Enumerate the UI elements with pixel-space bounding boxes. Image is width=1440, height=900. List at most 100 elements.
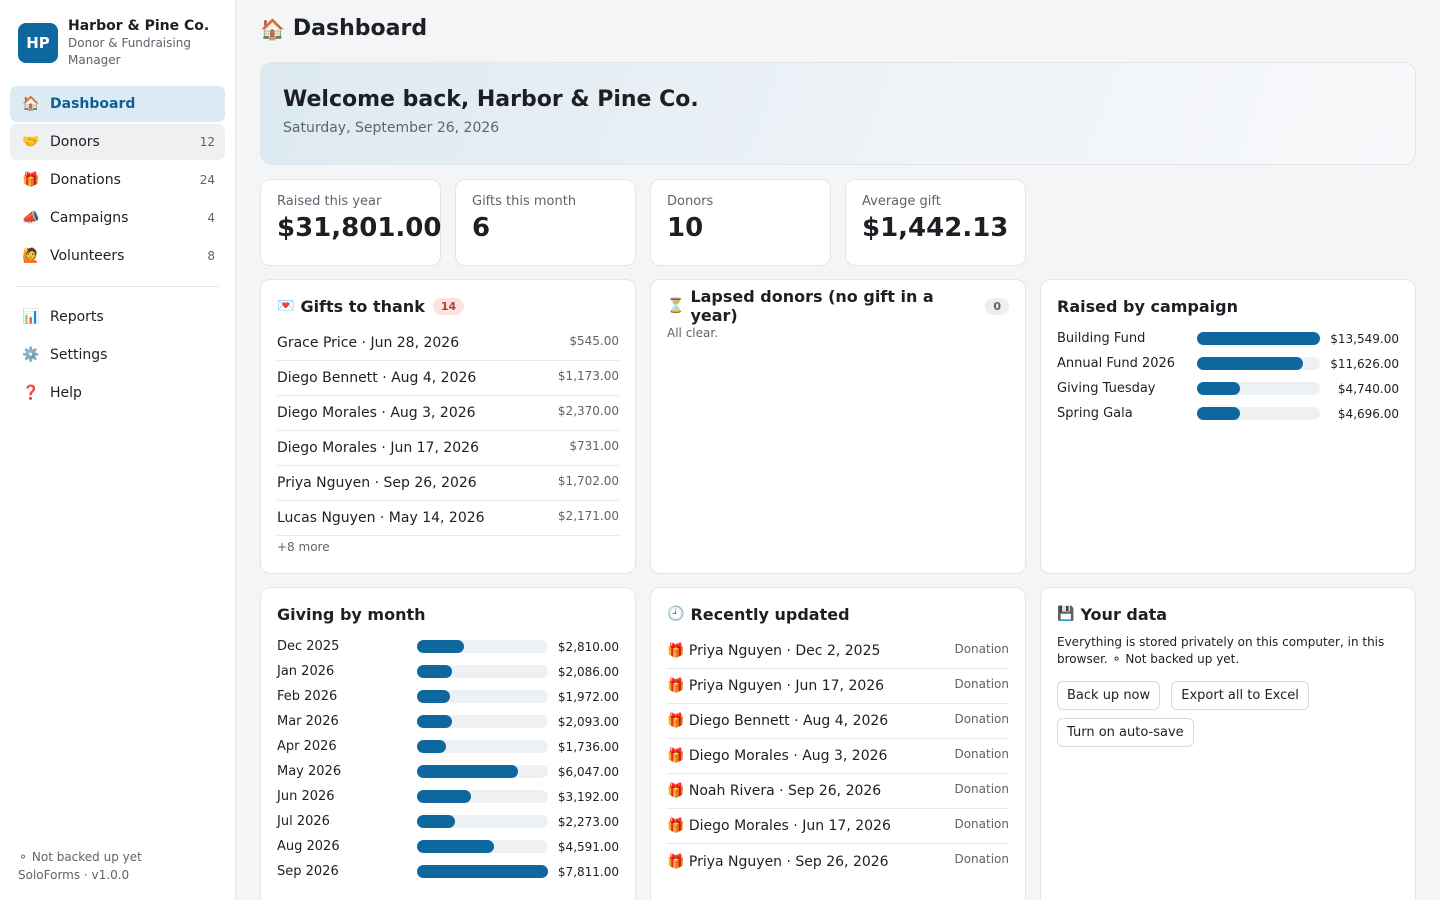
- record-label: Diego Morales · Aug 3, 2026: [688, 748, 888, 764]
- bar-fill: [417, 690, 450, 703]
- stat-label: Donors: [667, 194, 714, 209]
- autosave-button[interactable]: Turn on auto-save: [1057, 718, 1194, 747]
- stat-gifts-this-month: Gifts this month 6: [455, 179, 636, 266]
- card-title-text: Giving by month: [277, 604, 426, 624]
- bar-label: Annual Fund 2026: [1057, 356, 1176, 371]
- gift-amount: $731.00: [569, 439, 619, 453]
- card-title-text: Gifts to thank: [300, 296, 425, 316]
- list-item[interactable]: Diego Bennett · Aug 4, 2026 $1,173.00: [277, 361, 619, 396]
- gift-amount: $2,171.00: [557, 509, 619, 523]
- page-title-text: Dashboard: [292, 16, 428, 41]
- bar-track: [1197, 382, 1320, 395]
- record-label: Diego Bennett · Aug 4, 2026: [688, 713, 889, 729]
- sidebar-item-help[interactable]: ❓ Help: [10, 375, 225, 411]
- floppy-disk-icon: 💾: [1057, 606, 1075, 622]
- bar-fill: [417, 715, 452, 728]
- sidebar-item-label: Donations: [50, 172, 121, 188]
- sidebar-item-settings[interactable]: ⚙️ Settings: [10, 337, 225, 373]
- sidebar: HP Harbor & Pine Co. Donor & Fundraising…: [0, 0, 236, 900]
- more-link[interactable]: +8 more: [277, 540, 330, 554]
- bar-row: May 2026 $6,047.00: [277, 759, 619, 784]
- sidebar-item-label: Reports: [50, 309, 104, 325]
- sidebar-item-campaigns[interactable]: 📣 Campaigns 4: [10, 200, 225, 236]
- bar-row: Mar 2026 $2,093.00: [277, 709, 619, 734]
- clock-icon: 🕘: [667, 606, 685, 622]
- bar-fill: [417, 640, 464, 653]
- bar-value: $2,810.00: [557, 639, 619, 654]
- card-title: 💾 Your data: [1057, 604, 1399, 624]
- bar-fill: [417, 815, 455, 828]
- bar-track: [417, 690, 548, 703]
- card-title: Giving by month: [277, 604, 619, 624]
- list-item[interactable]: 🎁 Noah Rivera · Sep 26, 2026 Donation: [667, 774, 1009, 809]
- gift-icon: 🎁: [667, 678, 685, 694]
- bar-label: Feb 2026: [277, 689, 338, 704]
- sidebar-item-count: 4: [207, 211, 215, 225]
- bar-value: $7,811.00: [557, 864, 619, 879]
- list-item[interactable]: 🎁 Priya Nguyen · Sep 26, 2026 Donation: [667, 844, 1009, 879]
- bar-row: Building Fund $13,549.00: [1057, 326, 1399, 351]
- gift-label: Grace Price · Jun 28, 2026: [277, 335, 460, 351]
- megaphone-icon: 📣: [22, 210, 40, 226]
- storage-notice: Everything is stored privately on this c…: [1057, 635, 1385, 666]
- welcome-banner: Welcome back, Harbor & Pine Co. Saturday…: [260, 62, 1416, 165]
- bar-label: Spring Gala: [1057, 406, 1133, 421]
- gift-label: Diego Morales · Jun 17, 2026: [277, 440, 479, 456]
- gift-label: Diego Morales · Aug 3, 2026: [277, 405, 476, 421]
- sidebar-item-reports[interactable]: 📊 Reports: [10, 299, 225, 335]
- sidebar-item-donors[interactable]: 🤝 Donors 12: [10, 124, 225, 160]
- gifts-to-thank-card: 💌 Gifts to thank 14 Grace Price · Jun 28…: [260, 279, 636, 574]
- backup-button[interactable]: Back up now: [1057, 681, 1161, 710]
- list-item[interactable]: Diego Morales · Jun 17, 2026 $731.00: [277, 431, 619, 466]
- count-badge: 14: [432, 297, 465, 315]
- stat-value: $1,442.13: [862, 213, 1009, 243]
- bar-row: Jun 2026 $3,192.00: [277, 784, 619, 809]
- list-item[interactable]: 🎁 Priya Nguyen · Dec 2, 2025 Donation: [667, 634, 1009, 669]
- sidebar-item-donations[interactable]: 🎁 Donations 24: [10, 162, 225, 198]
- list-item[interactable]: Diego Morales · Aug 3, 2026 $2,370.00: [277, 396, 619, 431]
- list-item[interactable]: 🎁 Diego Morales · Aug 3, 2026 Donation: [667, 739, 1009, 774]
- list-item[interactable]: 🎁 Diego Morales · Jun 17, 2026 Donation: [667, 809, 1009, 844]
- stat-donors: Donors 10: [650, 179, 831, 266]
- bar-fill: [1197, 382, 1240, 395]
- bar-fill: [417, 840, 494, 853]
- bar-track: [417, 840, 548, 853]
- bar-value: $1,972.00: [557, 689, 619, 704]
- bar-track: [1197, 407, 1320, 420]
- bar-value: $4,696.00: [1337, 406, 1399, 421]
- bar-value: $6,047.00: [557, 764, 619, 779]
- sidebar-item-count: 24: [199, 173, 215, 187]
- sidebar-item-dashboard[interactable]: 🏠 Dashboard: [10, 86, 225, 122]
- record-type: Donation: [954, 712, 1009, 726]
- gift-amount: $1,173.00: [557, 369, 619, 383]
- giving-by-month-card: Giving by month Dec 2025 $2,810.00 Jan 202…: [260, 587, 636, 900]
- gift-amount: $2,370.00: [557, 404, 619, 418]
- sidebar-item-volunteers[interactable]: 🙋 Volunteers 8: [10, 238, 225, 274]
- bar-row: Giving Tuesday $4,740.00: [1057, 376, 1399, 401]
- list-item[interactable]: Lucas Nguyen · May 14, 2026 $2,171.00: [277, 501, 619, 536]
- list-item[interactable]: 🎁 Priya Nguyen · Jun 17, 2026 Donation: [667, 669, 1009, 704]
- bar-label: Jun 2026: [277, 789, 335, 804]
- stat-raised-this-year: Raised this year $31,801.00: [260, 179, 441, 266]
- bar-value: $11,626.00: [1330, 356, 1399, 371]
- lapsed-donors-card: ⏳ Lapsed donors (no gift in a year) 0 Al…: [650, 279, 1026, 574]
- hourglass-icon: ⏳: [667, 298, 685, 314]
- list-item[interactable]: Priya Nguyen · Sep 26, 2026 $1,702.00: [277, 466, 619, 501]
- bar-row: Jul 2026 $2,273.00: [277, 809, 619, 834]
- bar-value: $4,740.00: [1337, 381, 1399, 396]
- empty-state: All clear.: [667, 326, 719, 340]
- handshake-icon: 🤝: [22, 134, 40, 150]
- bar-fill: [417, 740, 446, 753]
- raised-hand-icon: 🙋: [22, 248, 40, 264]
- export-excel-button[interactable]: Export all to Excel: [1171, 681, 1309, 710]
- list-item[interactable]: 🎁 Diego Bennett · Aug 4, 2026 Donation: [667, 704, 1009, 739]
- bar-label: Jul 2026: [277, 814, 330, 829]
- bar-label: Mar 2026: [277, 714, 339, 729]
- gift-amount: $1,702.00: [557, 474, 619, 488]
- welcome-heading: Welcome back, Harbor & Pine Co.: [283, 87, 699, 112]
- record-type: Donation: [954, 782, 1009, 796]
- sidebar-item-label: Dashboard: [50, 96, 136, 112]
- brand: HP Harbor & Pine Co. Donor & Fundraising…: [18, 18, 218, 69]
- list-item[interactable]: Grace Price · Jun 28, 2026 $545.00: [277, 326, 619, 361]
- bar-value: $2,093.00: [557, 714, 619, 729]
